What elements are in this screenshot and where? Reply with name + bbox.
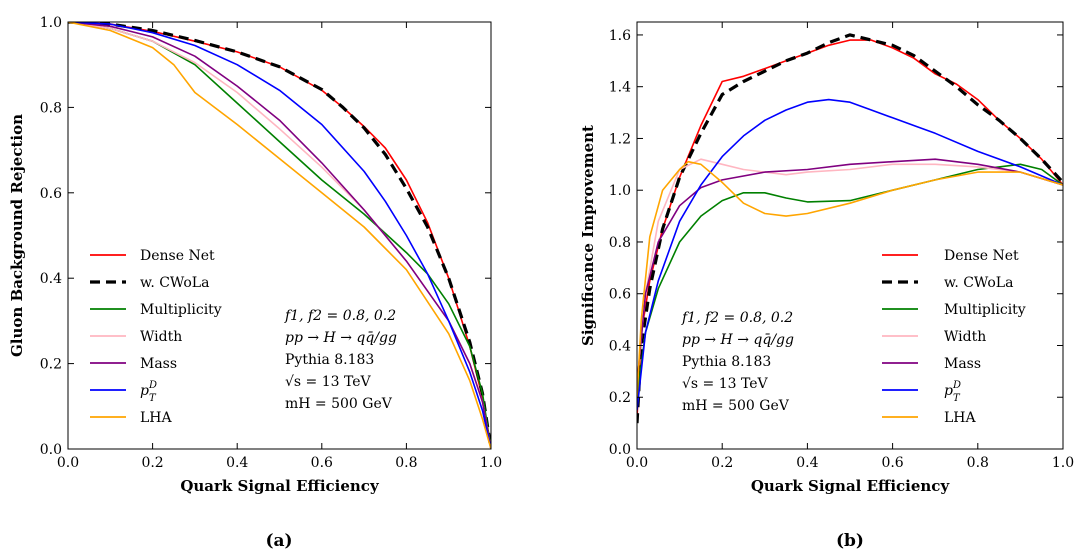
y-tick-label: 0.4 (609, 338, 631, 354)
annotation-line-1: pp → H → qq̄/gg (682, 332, 794, 348)
series-line-2 (637, 163, 1063, 398)
legend-label-4: Mass (140, 356, 177, 372)
x-tick-label: 0.0 (57, 455, 79, 471)
legend-label-4: Mass (944, 356, 981, 372)
annotation-line-4: mH = 500 GeV (682, 398, 790, 414)
x-tick-label: 0.2 (141, 455, 163, 471)
panel-caption: (a) (265, 531, 292, 551)
annotation-line-0: f1, f2 = 0.8, 0.2 (681, 310, 793, 326)
annotation-line-3: √s = 13 TeV (285, 374, 372, 390)
plot-lines (68, 22, 491, 449)
x-tick-label: 1.0 (480, 455, 502, 471)
panel-caption: (b) (836, 531, 864, 551)
legend-label-0: Dense Net (944, 248, 1019, 264)
y-axis-label: Significance Improvement (579, 125, 597, 346)
x-tick-label: 0.8 (395, 455, 417, 471)
y-tick-label: 0.2 (40, 357, 62, 373)
series-line-3 (68, 22, 491, 449)
plot-frame (636, 21, 1064, 450)
legend: Dense Net w. CWoLa Multiplicity Width Mass pD… (90, 248, 222, 426)
annotation-line-2: Pythia 8.183 (682, 354, 771, 370)
y-axis-label: Gluon Background Rejection (8, 114, 26, 357)
annotation-line-4: mH = 500 GeV (285, 396, 393, 412)
y-tick-label: 0.6 (609, 287, 631, 303)
y-tick-label: 0.0 (609, 442, 631, 458)
legend-label-1: w. CWoLa (140, 275, 209, 291)
y-tick-label: 1.2 (609, 131, 631, 147)
y-tick-label: 1.6 (609, 28, 631, 44)
plot-lines (637, 33, 1063, 424)
y-tick-label: 0.0 (40, 442, 62, 458)
y-tick-label: 0.8 (40, 100, 62, 116)
series-line-1 (68, 22, 491, 449)
plot-frame (67, 21, 492, 450)
y-tick-label: 0.4 (40, 271, 62, 287)
series-line-1 (637, 33, 1063, 424)
series-line-5 (637, 98, 1063, 411)
annotation-block: f1, f2 = 0.8, 0.2 pp → H → qq̄/gg Pythia 8… (681, 310, 794, 414)
legend: Dense Net w. CWoLa Multiplicity Width Mass pD… (882, 248, 1026, 426)
legend-label-6: LHA (944, 410, 977, 426)
series-line-6 (637, 160, 1063, 398)
series-line-2 (68, 22, 491, 449)
x-axis-label: Quark Signal Efficiency (180, 477, 380, 495)
series-line-4 (68, 22, 491, 449)
x-tick-label: 0.4 (226, 455, 248, 471)
x-tick-label: 0.0 (626, 455, 648, 471)
legend-label-2: Multiplicity (140, 302, 222, 318)
legend-label-5: pD T (944, 380, 961, 404)
x-tick-label: 0.2 (711, 455, 733, 471)
y-tick-label: 0.2 (609, 390, 631, 406)
panel-b-significance-improvement: 0.0 0.2 0.4 0.6 0.8 1.0 0.0 0.2 0.4 0.6 0.8 1.0 1.2 1… (579, 21, 1074, 551)
legend-label-1: w. CWoLa (944, 275, 1013, 291)
series-line-0 (68, 22, 491, 449)
series-line-4 (637, 158, 1063, 385)
x-tick-label: 0.8 (967, 455, 989, 471)
y-tick-label: 1.0 (609, 183, 631, 199)
series-line-5 (68, 22, 491, 449)
x-axis-label: Quark Signal Efficiency (751, 477, 951, 495)
legend-label-6: LHA (140, 410, 173, 426)
legend-label-2: Multiplicity (944, 302, 1026, 318)
y-tick-label: 1.0 (40, 15, 62, 31)
x-tick-label: 1.0 (1052, 455, 1074, 471)
legend-label-3: Width (140, 329, 182, 345)
x-tick-label: 0.6 (881, 455, 903, 471)
legend-label-5: pD T (140, 380, 157, 404)
y-tick-label: 0.8 (609, 235, 631, 251)
x-tick-label: 0.4 (796, 455, 818, 471)
legend-label-0: Dense Net (140, 248, 215, 264)
annotation-line-0: f1, f2 = 0.8, 0.2 (284, 308, 396, 324)
series-line-3 (637, 158, 1063, 385)
legend-label-3: Width (944, 329, 986, 345)
x-tick-label: 0.6 (311, 455, 333, 471)
y-tick-label: 1.4 (609, 80, 631, 96)
panel-a-roc-curve: 0.0 0.2 0.4 0.6 0.8 1.0 0.0 0.2 0.4 0.6 0.8 1.0 Quar… (8, 15, 502, 551)
y-tick-label: 0.6 (40, 186, 62, 202)
annotation-block: f1, f2 = 0.8, 0.2 pp → H → qq̄/gg Pythia 8… (284, 308, 397, 412)
annotation-line-3: √s = 13 TeV (682, 376, 769, 392)
annotation-line-2: Pythia 8.183 (285, 352, 374, 368)
annotation-line-1: pp → H → qq̄/gg (285, 330, 397, 346)
series-line-6 (68, 22, 491, 449)
